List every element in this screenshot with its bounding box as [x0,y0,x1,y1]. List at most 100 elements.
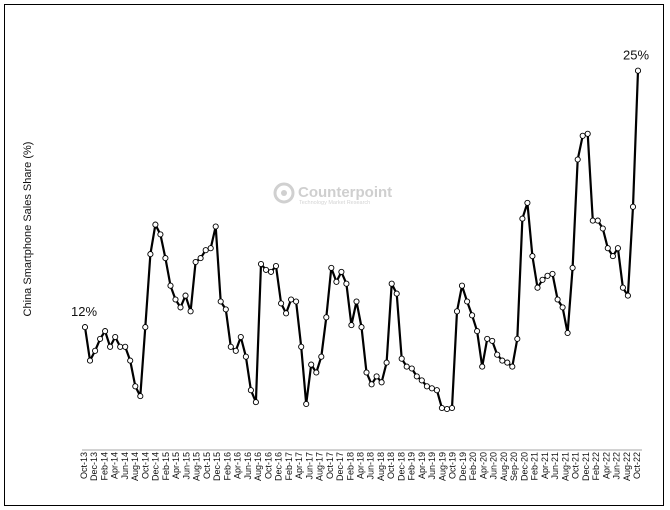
data-point [398,355,405,362]
data-point [323,314,330,321]
data-point [584,130,591,137]
data-point [418,377,425,384]
data-point [443,405,451,413]
watermark-name: Counterpoint [298,184,392,201]
data-point [413,373,420,380]
data-point [328,264,335,271]
x-tick-label: Feb-22 [591,452,601,481]
data-point [489,337,496,344]
data-point [343,280,350,287]
data-point [348,322,355,329]
x-tick-label: Dec-13 [89,452,99,481]
data-point [534,284,541,291]
data-point [469,312,476,319]
data-point [504,359,511,366]
data-point [142,324,149,331]
data-point [388,280,395,287]
data-point [448,404,456,412]
x-tick-label: Apr-20 [478,452,488,479]
data-point [378,379,385,386]
x-tick-label: Dec-15 [212,452,222,481]
data-point [227,343,234,350]
data-point [92,347,99,354]
data-point [574,156,581,163]
data-point [167,282,174,289]
x-tick-label: Dec-16 [274,452,284,481]
x-tick-label: Feb-14 [100,452,110,481]
data-point [237,333,244,341]
data-point [499,357,506,364]
data-point [458,282,466,289]
data-point [529,253,536,260]
x-tick-label: Feb-18 [345,452,355,481]
data-point [539,276,546,283]
x-tick-label: Jun-19 [427,452,437,480]
counterpoint-logo-icon [273,182,295,204]
data-point [262,266,270,273]
x-tick-label: Apr-18 [356,452,366,479]
x-tick-labels: Oct-13 Dec-13 Feb-14 Apr-14 Jun-14 Aug-14 Oct-… [79,452,642,481]
line-chart: Counterpoint Technology Market Research … [22,48,649,481]
data-point [81,324,89,331]
data-point [559,304,566,311]
data-point [368,381,375,388]
data-point [298,343,305,350]
data-point [373,373,380,380]
x-tick-label: Jun-20 [489,452,499,480]
data-point [283,310,290,317]
data-point [162,255,169,262]
watermark-tagline: Technology Market Research [299,200,370,206]
data-point [222,306,229,313]
x-tick-label: Apr-14 [110,452,120,479]
x-tick-label: Oct-16 [263,452,273,479]
data-point [579,132,586,139]
x-tick-label: Feb-20 [468,452,478,481]
data-point [594,217,601,224]
annotation-end: 25% [623,48,649,63]
data-point [423,383,430,390]
data-point [278,300,285,307]
data-point [408,365,415,372]
x-tick-label: Oct-19 [448,452,458,479]
data-point [383,359,390,366]
data-point [86,357,94,364]
data-point [107,343,114,350]
data-point [137,393,144,400]
x-tick-label: Jun-16 [243,452,253,480]
x-tick-label: Aug-18 [376,452,386,481]
series-line [83,70,640,411]
data-point [509,363,516,370]
data-point [474,328,481,335]
data-point [614,245,621,252]
x-tick-label: Feb-19 [407,452,417,481]
data-point [288,296,295,303]
data-point [544,272,551,279]
data-point [624,292,631,299]
series-points [81,67,642,413]
x-tick-label: Apr-17 [294,452,304,479]
data-point [433,387,440,394]
data-point [438,404,445,412]
x-tick-label: Aug-14 [130,452,140,481]
x-tick-label: Oct-17 [325,452,335,479]
chart-frame: Counterpoint Technology Market Research … [4,4,664,506]
x-tick-label: Feb-16 [222,452,232,481]
x-tick-label: Apr-19 [417,452,427,479]
data-point [207,245,214,252]
data-point [353,298,360,305]
annotation-start: 12% [71,304,97,319]
x-tick-label: Feb-21 [530,452,540,481]
x-tick-label: Aug-20 [499,452,509,481]
data-point [308,361,315,368]
data-point [403,363,410,370]
data-point [172,296,179,303]
x-tick-label: Aug-15 [192,452,202,481]
x-tick-label: Apr-15 [171,452,181,479]
data-point [157,231,164,238]
x-tick-label: Jun-14 [120,452,130,480]
data-point [132,383,139,390]
data-point [524,199,531,206]
data-point [177,304,184,311]
data-point [232,347,239,354]
data-point [549,270,556,277]
